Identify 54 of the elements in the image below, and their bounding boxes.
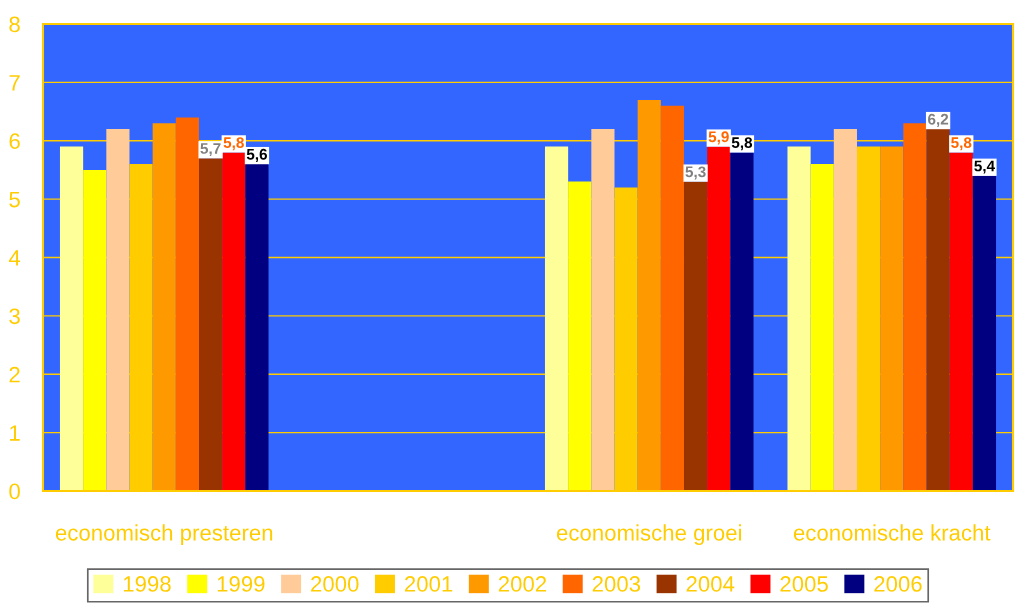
x-tick-label: economische groei <box>556 524 742 546</box>
x-tick-label: economische kracht <box>793 524 991 541</box>
legend-label: 2006 <box>874 576 922 592</box>
bar <box>637 99 661 491</box>
bar <box>544 146 569 491</box>
y-tick-label: 4 <box>8 250 21 266</box>
bar <box>175 117 200 491</box>
bar <box>880 146 904 491</box>
bar <box>199 158 223 491</box>
data-label: 5,3 <box>685 166 706 180</box>
legend-label: 2001 <box>404 576 453 592</box>
bar <box>591 129 615 491</box>
bar <box>810 164 834 491</box>
bar <box>568 181 592 491</box>
data-label: 6,2 <box>928 113 949 127</box>
bar <box>152 123 176 491</box>
data-label: 5,9 <box>708 131 729 145</box>
bar <box>833 129 857 491</box>
bar <box>83 169 107 491</box>
bar <box>59 146 84 491</box>
bar <box>222 152 246 491</box>
x-tick-label: economisch presteren <box>55 524 273 546</box>
legend-label: 2000 <box>311 576 359 592</box>
legend-label: 2003 <box>592 576 641 592</box>
y-tick-label: 3 <box>9 308 20 325</box>
bar <box>972 175 997 491</box>
legend-label: 1998 <box>123 576 171 592</box>
data-label: 5,6 <box>246 148 268 162</box>
data-label: 5,8 <box>731 137 753 151</box>
bar <box>926 129 950 491</box>
data-label: 5,8 <box>223 137 244 151</box>
y-tick-label: 5 <box>9 191 20 208</box>
bar <box>903 123 927 491</box>
bar <box>684 181 708 491</box>
y-tick-label: 1 <box>10 425 20 441</box>
bar <box>707 146 731 491</box>
data-label: 5,7 <box>200 143 221 157</box>
legend-label: 2005 <box>780 576 828 592</box>
legend-label: 2002 <box>498 576 547 592</box>
bar <box>660 105 685 491</box>
data-label: 5,8 <box>951 137 972 151</box>
y-tick-label: 0 <box>9 483 20 500</box>
data-label: 5,4 <box>974 160 995 174</box>
bar <box>787 146 811 491</box>
bar <box>106 129 130 491</box>
legend-label: 2004 <box>686 576 735 592</box>
legend-label: 1999 <box>217 576 265 592</box>
bar <box>730 152 754 491</box>
y-tick-label: 8 <box>9 16 20 33</box>
y-tick-label: 7 <box>9 75 20 91</box>
y-tick-label: 2 <box>9 366 20 383</box>
y-tick-label: 6 <box>9 133 20 150</box>
bar <box>245 164 269 491</box>
bar <box>949 152 973 491</box>
